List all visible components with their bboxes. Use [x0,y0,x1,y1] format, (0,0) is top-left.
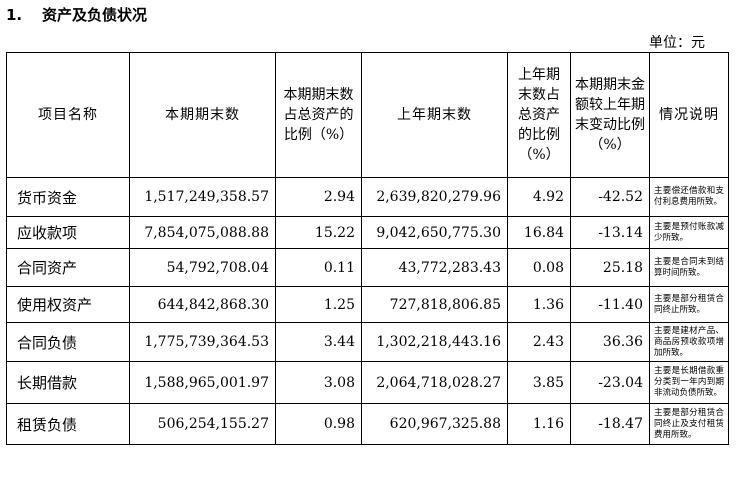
prior-pct-cell: 3.85 [507,361,571,404]
prior-amount-cell: 2,064,718,028.27 [361,361,508,404]
change-pct-cell: -11.40 [570,286,650,323]
item-name-cell: 应收款项 [6,216,130,249]
change-pct-cell: -13.14 [570,216,650,249]
prior-pct-cell: 1.16 [507,403,571,445]
header-change-pct: 本期期末金额较上年期末变动比例（%） [570,52,650,178]
table-row: 使用权资产 644,842,868.30 1.25 727,818,806.85 1.3… [6,286,729,323]
note-cell: 主要是长期借款重分类到一年内到期非流动负债所致。 [649,361,729,404]
change-pct-cell: -23.04 [570,361,650,404]
change-pct-cell: -18.47 [570,403,650,445]
prior-amount-cell: 727,818,806.85 [361,286,508,323]
note-cell: 主要是部分租赁合同终止及支付租赁费用所致。 [649,403,729,445]
change-pct-cell: 25.18 [570,248,650,287]
section-heading: 1. 资产及负债状况 [6,4,147,25]
header-current-amount: 本期期末数 [129,52,276,178]
section-title: 资产及负债状况 [42,6,148,24]
note-cell: 主要是建材产品、商品房预收款项增加所致。 [649,322,729,362]
prior-pct-cell: 2.43 [507,322,571,362]
current-pct-cell: 15.22 [275,216,362,249]
note-cell: 主要偿还借款和支付利息费用所致。 [649,177,729,217]
prior-amount-cell: 620,967,325.88 [361,403,508,445]
current-amount-cell: 54,792,708.04 [129,248,276,287]
prior-amount-cell: 1,302,218,443.16 [361,322,508,362]
table-row: 合同资产 54,792,708.04 0.11 43,772,283.43 0.08 25… [6,248,729,287]
table-row: 合同负债 1,775,739,364.53 3.44 1,302,218,443.16… [6,322,729,362]
unit-label: 单位：元 [649,35,705,51]
header-prior-pct: 上年期末数占总资产的比例（%） [507,52,571,178]
prior-pct-cell: 1.36 [507,286,571,323]
note-cell: 主要是部分租赁合同终止所致。 [649,286,729,323]
current-amount-cell: 1,517,249,358.57 [129,177,276,217]
prior-amount-cell: 2,639,820,279.96 [361,177,508,217]
header-current-pct: 本期期末数占总资产的比例（%） [275,52,362,178]
change-pct-cell: 36.36 [570,322,650,362]
note-cell: 主要是预付账款减少所致。 [649,216,729,249]
current-pct-cell: 0.11 [275,248,362,287]
current-pct-cell: 3.44 [275,322,362,362]
item-name-cell: 长期借款 [6,361,130,404]
table-row: 货币资金 1,517,249,358.57 2.94 2,639,820,279.96… [6,177,729,217]
current-amount-cell: 506,254,155.27 [129,403,276,445]
current-amount-cell: 644,842,868.30 [129,286,276,323]
current-amount-cell: 7,854,075,088.88 [129,216,276,249]
item-name-cell: 货币资金 [6,177,130,217]
item-name-cell: 租赁负债 [6,403,130,445]
header-item-name: 项目名称 [6,52,130,178]
current-amount-cell: 1,775,739,364.53 [129,322,276,362]
prior-amount-cell: 43,772,283.43 [361,248,508,287]
header-row: 项目名称 本期期末数 本期期末数占总资产的比例（%） 上年期末数 上年期末数占总… [6,52,729,178]
table-row: 租赁负债 506,254,155.27 0.98 620,967,325.88 1.16… [6,403,729,445]
current-pct-cell: 0.98 [275,403,362,445]
item-name-cell: 合同负债 [6,322,130,362]
item-name-cell: 合同资产 [6,248,130,287]
header-prior-amount: 上年期末数 [361,52,508,178]
section-number: 1. [6,6,23,24]
asset-liability-table: 项目名称 本期期末数 本期期末数占总资产的比例（%） 上年期末数 上年期末数占总… [6,52,729,445]
prior-pct-cell: 16.84 [507,216,571,249]
table-row: 应收款项 7,854,075,088.88 15.22 9,042,650,775.3… [6,216,729,249]
prior-pct-cell: 0.08 [507,248,571,287]
header-note: 情况说明 [649,52,729,178]
current-pct-cell: 1.25 [275,286,362,323]
current-amount-cell: 1,588,965,001.97 [129,361,276,404]
item-name-cell: 使用权资产 [6,286,130,323]
table-row: 长期借款 1,588,965,001.97 3.08 2,064,718,028.27… [6,361,729,404]
current-pct-cell: 2.94 [275,177,362,217]
change-pct-cell: -42.52 [570,177,650,217]
prior-pct-cell: 4.92 [507,177,571,217]
note-cell: 主要是合同未到结算时间所致。 [649,248,729,287]
prior-amount-cell: 9,042,650,775.30 [361,216,508,249]
current-pct-cell: 3.08 [275,361,362,404]
